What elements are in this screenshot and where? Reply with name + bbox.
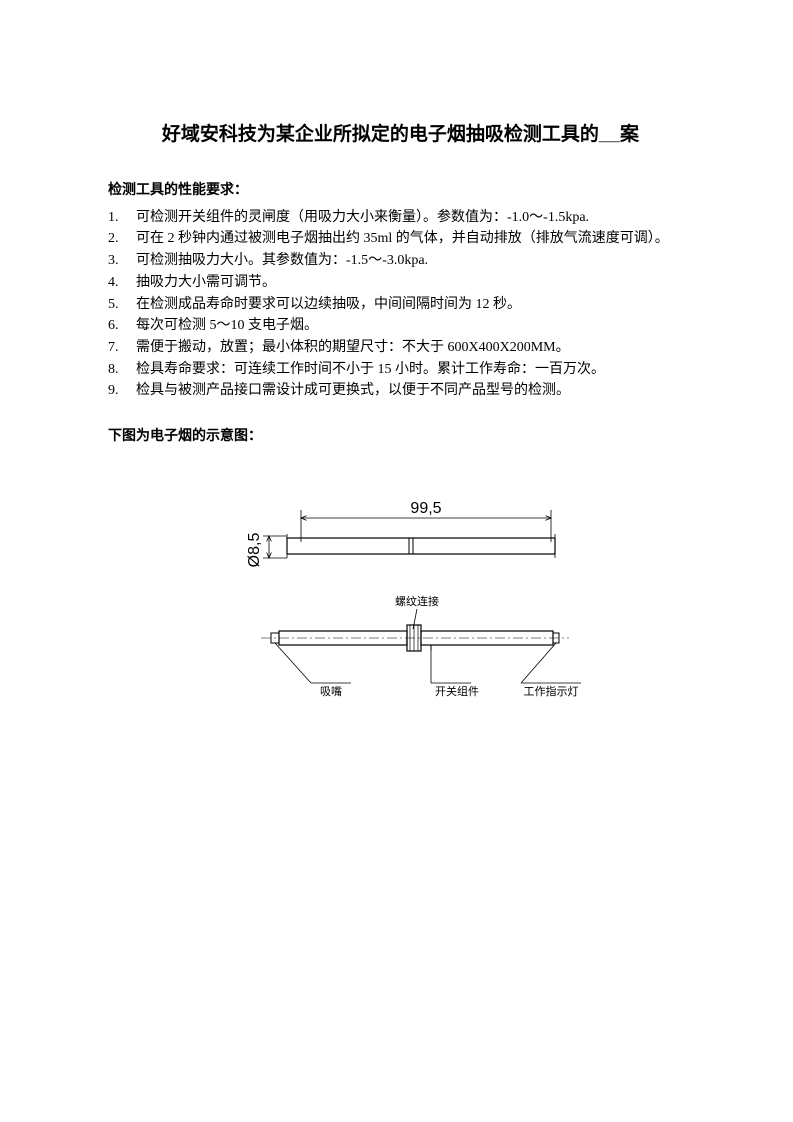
req-text: 抽吸力大小需可调节。 — [136, 275, 276, 290]
req-text: 可检测开关组件的灵闸度（用吸力大小来衡量）。参数值为：-1.0～-1.5kpa. — [136, 210, 589, 225]
ecig-schematic: Ø8,5 99,5 螺纹连接 — [191, 488, 611, 748]
list-item: 5.在检测成品寿命时要求可以边续抽吸，中间间隔时间为 12 秒。 — [108, 294, 693, 316]
label-switch: 开关组件 — [435, 684, 479, 698]
requirements-header: 检测工具的性能要求： — [108, 180, 693, 202]
list-item: 1.可检测开关组件的灵闸度（用吸力大小来衡量）。参数值为：-1.0～-1.5kp… — [108, 207, 693, 229]
req-text: 可检测抽吸力大小。其参数值为：-1.5～-3.0kpa. — [136, 253, 428, 268]
page-title: 好域安科技为某企业所拟定的电子烟抽吸检测工具的__案 — [108, 120, 693, 150]
diagram-caption: 下图为电子烟的示意图： — [108, 426, 693, 448]
dim-length-text: 99,5 — [410, 500, 441, 517]
diagram-container: Ø8,5 99,5 螺纹连接 — [108, 488, 693, 748]
bottom-view: 螺纹连接 吸嘴 开关组件 工作指示灯 — [261, 594, 581, 698]
list-item: 7.需便于搬动，放置；最小体积的期望尺寸：不大于 600X400X200MM。 — [108, 337, 693, 359]
req-text: 每次可检测 5～10 支电子烟。 — [136, 318, 318, 333]
label-led: 工作指示灯 — [523, 684, 578, 698]
top-view-body — [287, 534, 555, 558]
list-item: 3.可检测抽吸力大小。其参数值为：-1.5～-3.0kpa. — [108, 250, 693, 272]
req-text: 检具寿命要求：可连续工作时间不小于 15 小时。累计工作寿命：一百万次。 — [136, 362, 605, 377]
dim-diameter-text: Ø8,5 — [246, 533, 263, 568]
req-text: 可在 2 秒钟内通过被测电子烟抽出约 35ml 的气体，并自动排放（排放气流速度… — [136, 231, 669, 246]
dim-diameter: Ø8,5 — [246, 533, 287, 568]
requirements-list: 1.可检测开关组件的灵闸度（用吸力大小来衡量）。参数值为：-1.0～-1.5kp… — [108, 207, 693, 402]
label-thread: 螺纹连接 — [395, 594, 439, 608]
dim-length: 99,5 — [301, 500, 551, 542]
list-item: 8.检具寿命要求：可连续工作时间不小于 15 小时。累计工作寿命：一百万次。 — [108, 359, 693, 381]
req-text: 需便于搬动，放置；最小体积的期望尺寸：不大于 600X400X200MM。 — [136, 340, 570, 355]
list-item: 4.抽吸力大小需可调节。 — [108, 272, 693, 294]
req-text: 检具与被测产品接口需设计成可更换式，以便于不同产品型号的检测。 — [136, 383, 570, 398]
label-mouthpiece: 吸嘴 — [320, 685, 342, 698]
list-item: 9.检具与被测产品接口需设计成可更换式，以便于不同产品型号的检测。 — [108, 380, 693, 402]
list-item: 2.可在 2 秒钟内通过被测电子烟抽出约 35ml 的气体，并自动排放（排放气流… — [108, 228, 693, 250]
req-text: 在检测成品寿命时要求可以边续抽吸，中间间隔时间为 12 秒。 — [136, 297, 521, 312]
list-item: 6.每次可检测 5～10 支电子烟。 — [108, 315, 693, 337]
